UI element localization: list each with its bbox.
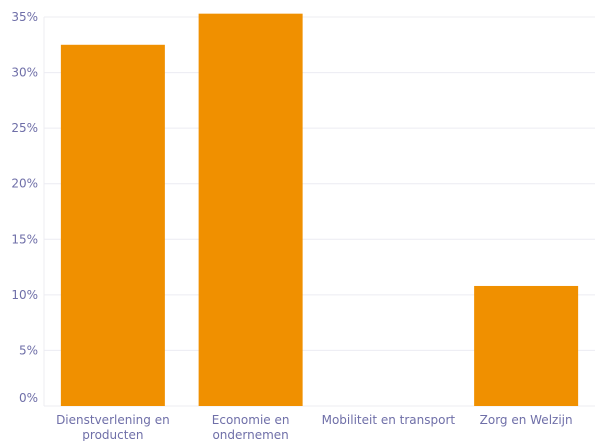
y-tick-label: 20% (11, 177, 38, 191)
x-tick-label: Mobiliteit en transport (322, 413, 456, 427)
y-tick-label: 25% (11, 121, 38, 135)
y-tick-label: 5% (19, 343, 38, 357)
x-axis: Dienstverlening en producten Economie en on… (56, 413, 573, 442)
x-tick-label: Dienstverlening en producten (56, 413, 170, 441)
bars (60, 13, 579, 407)
y-tick-label: 0% (19, 391, 38, 405)
bar[interactable] (198, 13, 303, 407)
y-tick-label: 10% (11, 288, 38, 302)
y-tick-label: 30% (11, 66, 38, 80)
y-tick-label: 35% (11, 10, 38, 24)
y-tick-label: 15% (11, 232, 38, 246)
x-tick-label: Economie en ondernemen (212, 413, 290, 441)
x-tick-label: Zorg en Welzijn (480, 413, 573, 427)
y-axis: 0% 5% 10% 15% 20% 25% 30% 35% (11, 10, 45, 406)
bar[interactable] (60, 44, 165, 407)
bar[interactable] (474, 285, 579, 406)
